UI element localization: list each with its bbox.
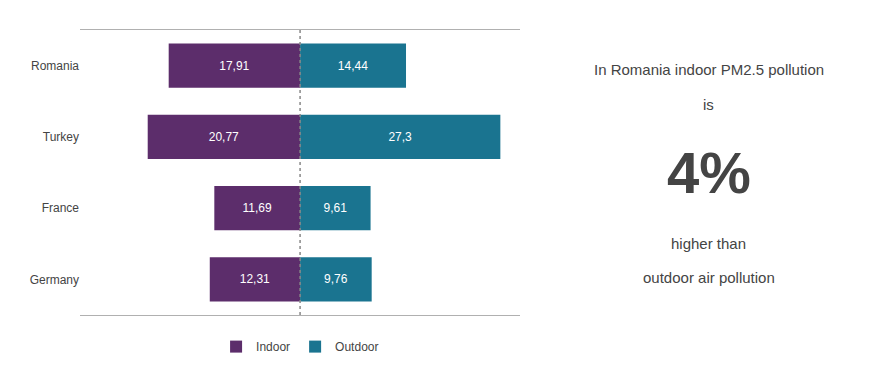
svg-text:Turkey: Turkey [43,130,79,144]
svg-text:higher than: higher than [671,235,746,252]
svg-text:Outdoor: Outdoor [335,340,378,354]
svg-text:France: France [42,201,80,215]
svg-text:27,3: 27,3 [388,130,412,144]
svg-text:20,77: 20,77 [209,130,239,144]
svg-text:Romania: Romania [31,59,79,73]
svg-text:outdoor air pollution: outdoor air pollution [643,269,775,286]
svg-text:9,61: 9,61 [323,201,347,215]
svg-text:is: is [703,96,714,113]
svg-text:Germany: Germany [30,273,79,287]
svg-text:14,44: 14,44 [338,59,368,73]
svg-text:11,69: 11,69 [242,201,271,215]
svg-text:12,31: 12,31 [240,272,270,286]
svg-text:4%: 4% [667,140,751,205]
svg-text:In Romania indoor PM2.5 pollut: In Romania indoor PM2.5 pollution [594,61,824,78]
svg-text:Indoor: Indoor [256,340,290,354]
svg-text:17,91: 17,91 [219,59,249,73]
svg-text:9,76: 9,76 [324,272,348,286]
